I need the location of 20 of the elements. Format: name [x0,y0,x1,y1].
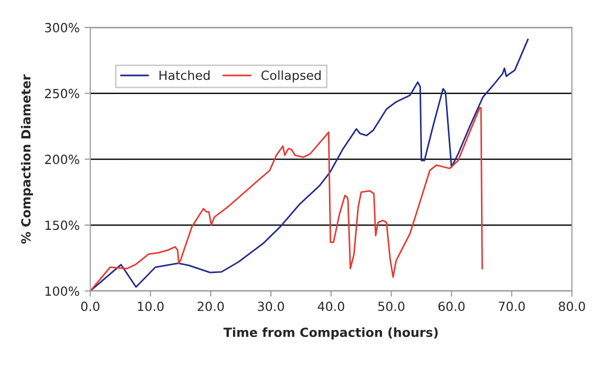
y-axis-title: % Compaction Diameter [20,74,34,244]
x-tick-label: 50.0 [378,302,404,312]
line-series [90,107,483,291]
x-axis-title: Time from Compaction (hours) [223,327,438,340]
y-tick-label: 200% [45,154,80,164]
y-tick-label: 100% [46,286,80,296]
x-tick-label: 60.0 [438,302,465,312]
x-tick-label: 10.0 [138,302,164,312]
x-tick-label: 20.0 [198,302,224,312]
line-series [90,38,529,291]
x-tick-label: 40.0 [318,302,344,312]
legend-label: Collapsed [261,70,321,82]
legend-label: Hatched [160,70,210,80]
x-tick-label: 80.0 [558,302,585,312]
y-tick-label: 150% [46,220,80,230]
y-tick-label: 250% [45,88,80,98]
x-tick-label: 30.0 [258,302,284,312]
y-tick-label: 300% [45,22,80,32]
x-tick-label: 0.0 [81,302,100,312]
x-tick-label: 70.0 [498,302,525,312]
